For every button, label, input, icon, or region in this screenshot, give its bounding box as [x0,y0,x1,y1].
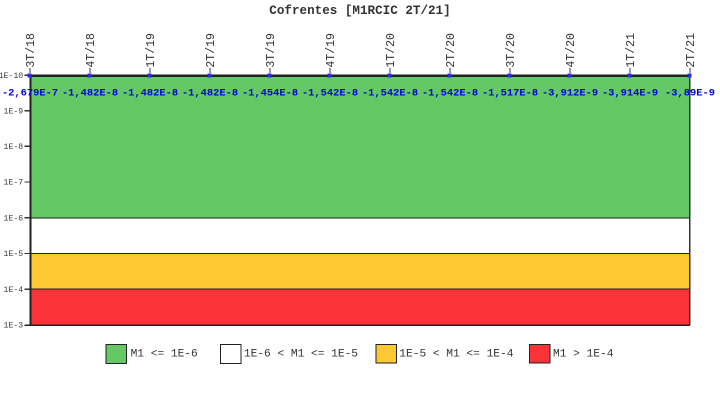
svg-text:-1,482E-8: -1,482E-8 [62,87,118,99]
svg-text:1E-8: 1E-8 [4,143,24,152]
svg-text:1E-5 < M1 <= 1E-4: 1E-5 < M1 <= 1E-4 [399,349,513,361]
svg-text:1E-6 < M1 <= 1E-5: 1E-6 < M1 <= 1E-5 [244,349,358,361]
svg-text:1E-9: 1E-9 [4,107,24,116]
svg-text:1T/20: 1T/20 [385,33,398,68]
svg-text:3T/19: 3T/19 [265,33,278,68]
svg-text:-3,89E-9: -3,89E-9 [665,87,715,99]
svg-text:M1 <= 1E-6: M1 <= 1E-6 [131,349,198,361]
svg-text:1E-7: 1E-7 [4,179,24,188]
svg-text:2T/21: 2T/21 [685,33,698,68]
svg-text:4T/18: 4T/18 [85,33,98,68]
svg-text:1E-4: 1E-4 [4,286,24,295]
svg-text:M1 > 1E-4: M1 > 1E-4 [553,349,614,361]
svg-text:-1,542E-8: -1,542E-8 [362,87,418,99]
svg-text:1E-10: 1E-10 [0,72,23,81]
svg-text:-2,679E-7: -2,679E-7 [2,87,58,99]
svg-text:1E-6: 1E-6 [4,215,24,224]
svg-text:3T/18: 3T/18 [25,33,38,68]
svg-text:3T/20: 3T/20 [505,33,518,68]
svg-text:1T/19: 1T/19 [145,33,158,68]
svg-text:2T/20: 2T/20 [445,33,458,68]
svg-text:-1,517E-8: -1,517E-8 [482,87,538,99]
svg-text:2T/19: 2T/19 [205,33,218,68]
svg-text:1E-5: 1E-5 [4,250,24,259]
svg-text:-1,542E-8: -1,542E-8 [422,87,478,99]
svg-text:4T/19: 4T/19 [325,33,338,68]
svg-text:1E-3: 1E-3 [4,321,24,330]
svg-text:4T/20: 4T/20 [565,33,578,68]
svg-text:-3,914E-9: -3,914E-9 [602,87,658,99]
svg-text:-1,454E-8: -1,454E-8 [242,87,298,99]
svg-text:-3,912E-9: -3,912E-9 [542,87,598,99]
svg-text:-1,482E-8: -1,482E-8 [182,87,238,99]
svg-text:-1,542E-8: -1,542E-8 [302,87,358,99]
svg-text:1T/21: 1T/21 [625,33,638,68]
svg-text:Cofrentes [M1RCIC 2T/21]: Cofrentes [M1RCIC 2T/21] [269,4,450,18]
svg-text:-1,482E-8: -1,482E-8 [122,87,178,99]
